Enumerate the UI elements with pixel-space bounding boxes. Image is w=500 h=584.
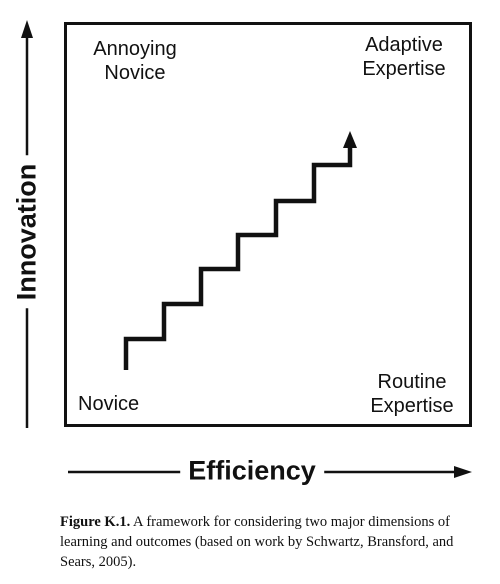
y-axis-arrowhead — [21, 20, 33, 38]
quadrant-routine-expertise: Routine Expertise — [360, 370, 464, 418]
quadrant-adaptive-expertise-line2: Expertise — [362, 58, 446, 80]
quadrant-adaptive-expertise-line1: Adaptive — [365, 34, 443, 56]
figure-caption-text: A framework for considering two major di… — [60, 514, 454, 570]
quadrant-annoying-novice: Annoying Novice — [80, 37, 190, 85]
staircase-arrowhead — [343, 131, 357, 148]
figure-caption: Figure K.1. A framework for considering … — [60, 512, 460, 572]
quadrant-routine-expertise-line2: Expertise — [370, 395, 454, 417]
y-axis-label: Innovation — [11, 155, 43, 309]
x-axis-label: Efficiency — [180, 455, 324, 487]
framework-diagram: Annoying Novice Adaptive Expertise Novic… — [11, 20, 472, 487]
quadrant-novice: Novice — [78, 393, 140, 415]
figure-caption-label: Figure K.1. — [60, 514, 131, 530]
quadrant-annoying-novice-line1: Annoying — [93, 38, 177, 60]
diagram-frame — [64, 22, 472, 427]
quadrant-routine-expertise-line1: Routine — [377, 371, 447, 393]
quadrant-adaptive-expertise: Adaptive Expertise — [350, 33, 458, 81]
x-axis-arrowhead — [454, 466, 472, 478]
quadrant-annoying-novice-line2: Novice — [104, 62, 166, 84]
staircase-line — [123, 144, 353, 370]
